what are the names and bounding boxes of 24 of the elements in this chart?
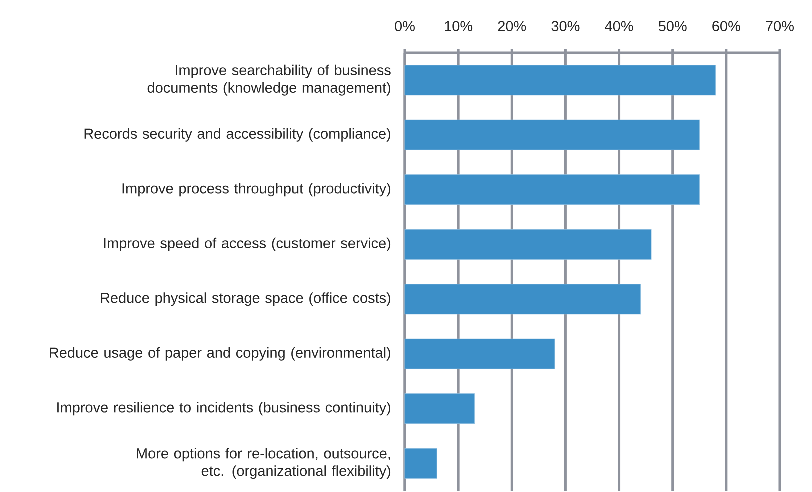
y-tick-label: Records security and accessibility (compliance) — [84, 128, 391, 142]
y-tick-label: Improve resilience to incidents (business continuity) — [58, 402, 391, 416]
y-tick-label: Improve speed of access (customer service) — [104, 238, 391, 252]
x-tick-label: 60% — [712, 21, 740, 32]
bar — [404, 64, 716, 96]
y-tick-label: Improve searchability of business documents (knowledge management) — [148, 64, 391, 96]
x-tick-label: 0% — [395, 21, 415, 32]
y-tick-label: Reduce usage of paper and copying (environmental) — [50, 347, 390, 361]
y-tick-label: Reduce physical storage space (office costs) — [101, 292, 391, 306]
x-tick-label: 20% — [498, 21, 526, 32]
bar — [404, 229, 652, 260]
bar — [404, 338, 556, 370]
bar — [404, 448, 438, 479]
bar — [404, 120, 700, 150]
y-tick-label: More options for re-location, outsource, etc. (organizational flexibility) — [137, 448, 391, 480]
x-tick-label: 10% — [445, 21, 473, 32]
bar — [404, 174, 700, 206]
bar — [404, 284, 642, 315]
x-tick-label: 30% — [552, 21, 580, 32]
bar — [404, 393, 475, 424]
x-tick-label: 50% — [658, 21, 687, 32]
x-tick-label: 70% — [766, 21, 794, 32]
x-tick-label: 40% — [605, 21, 634, 32]
y-tick-label: Improve process throughput (productivity) — [122, 183, 391, 197]
